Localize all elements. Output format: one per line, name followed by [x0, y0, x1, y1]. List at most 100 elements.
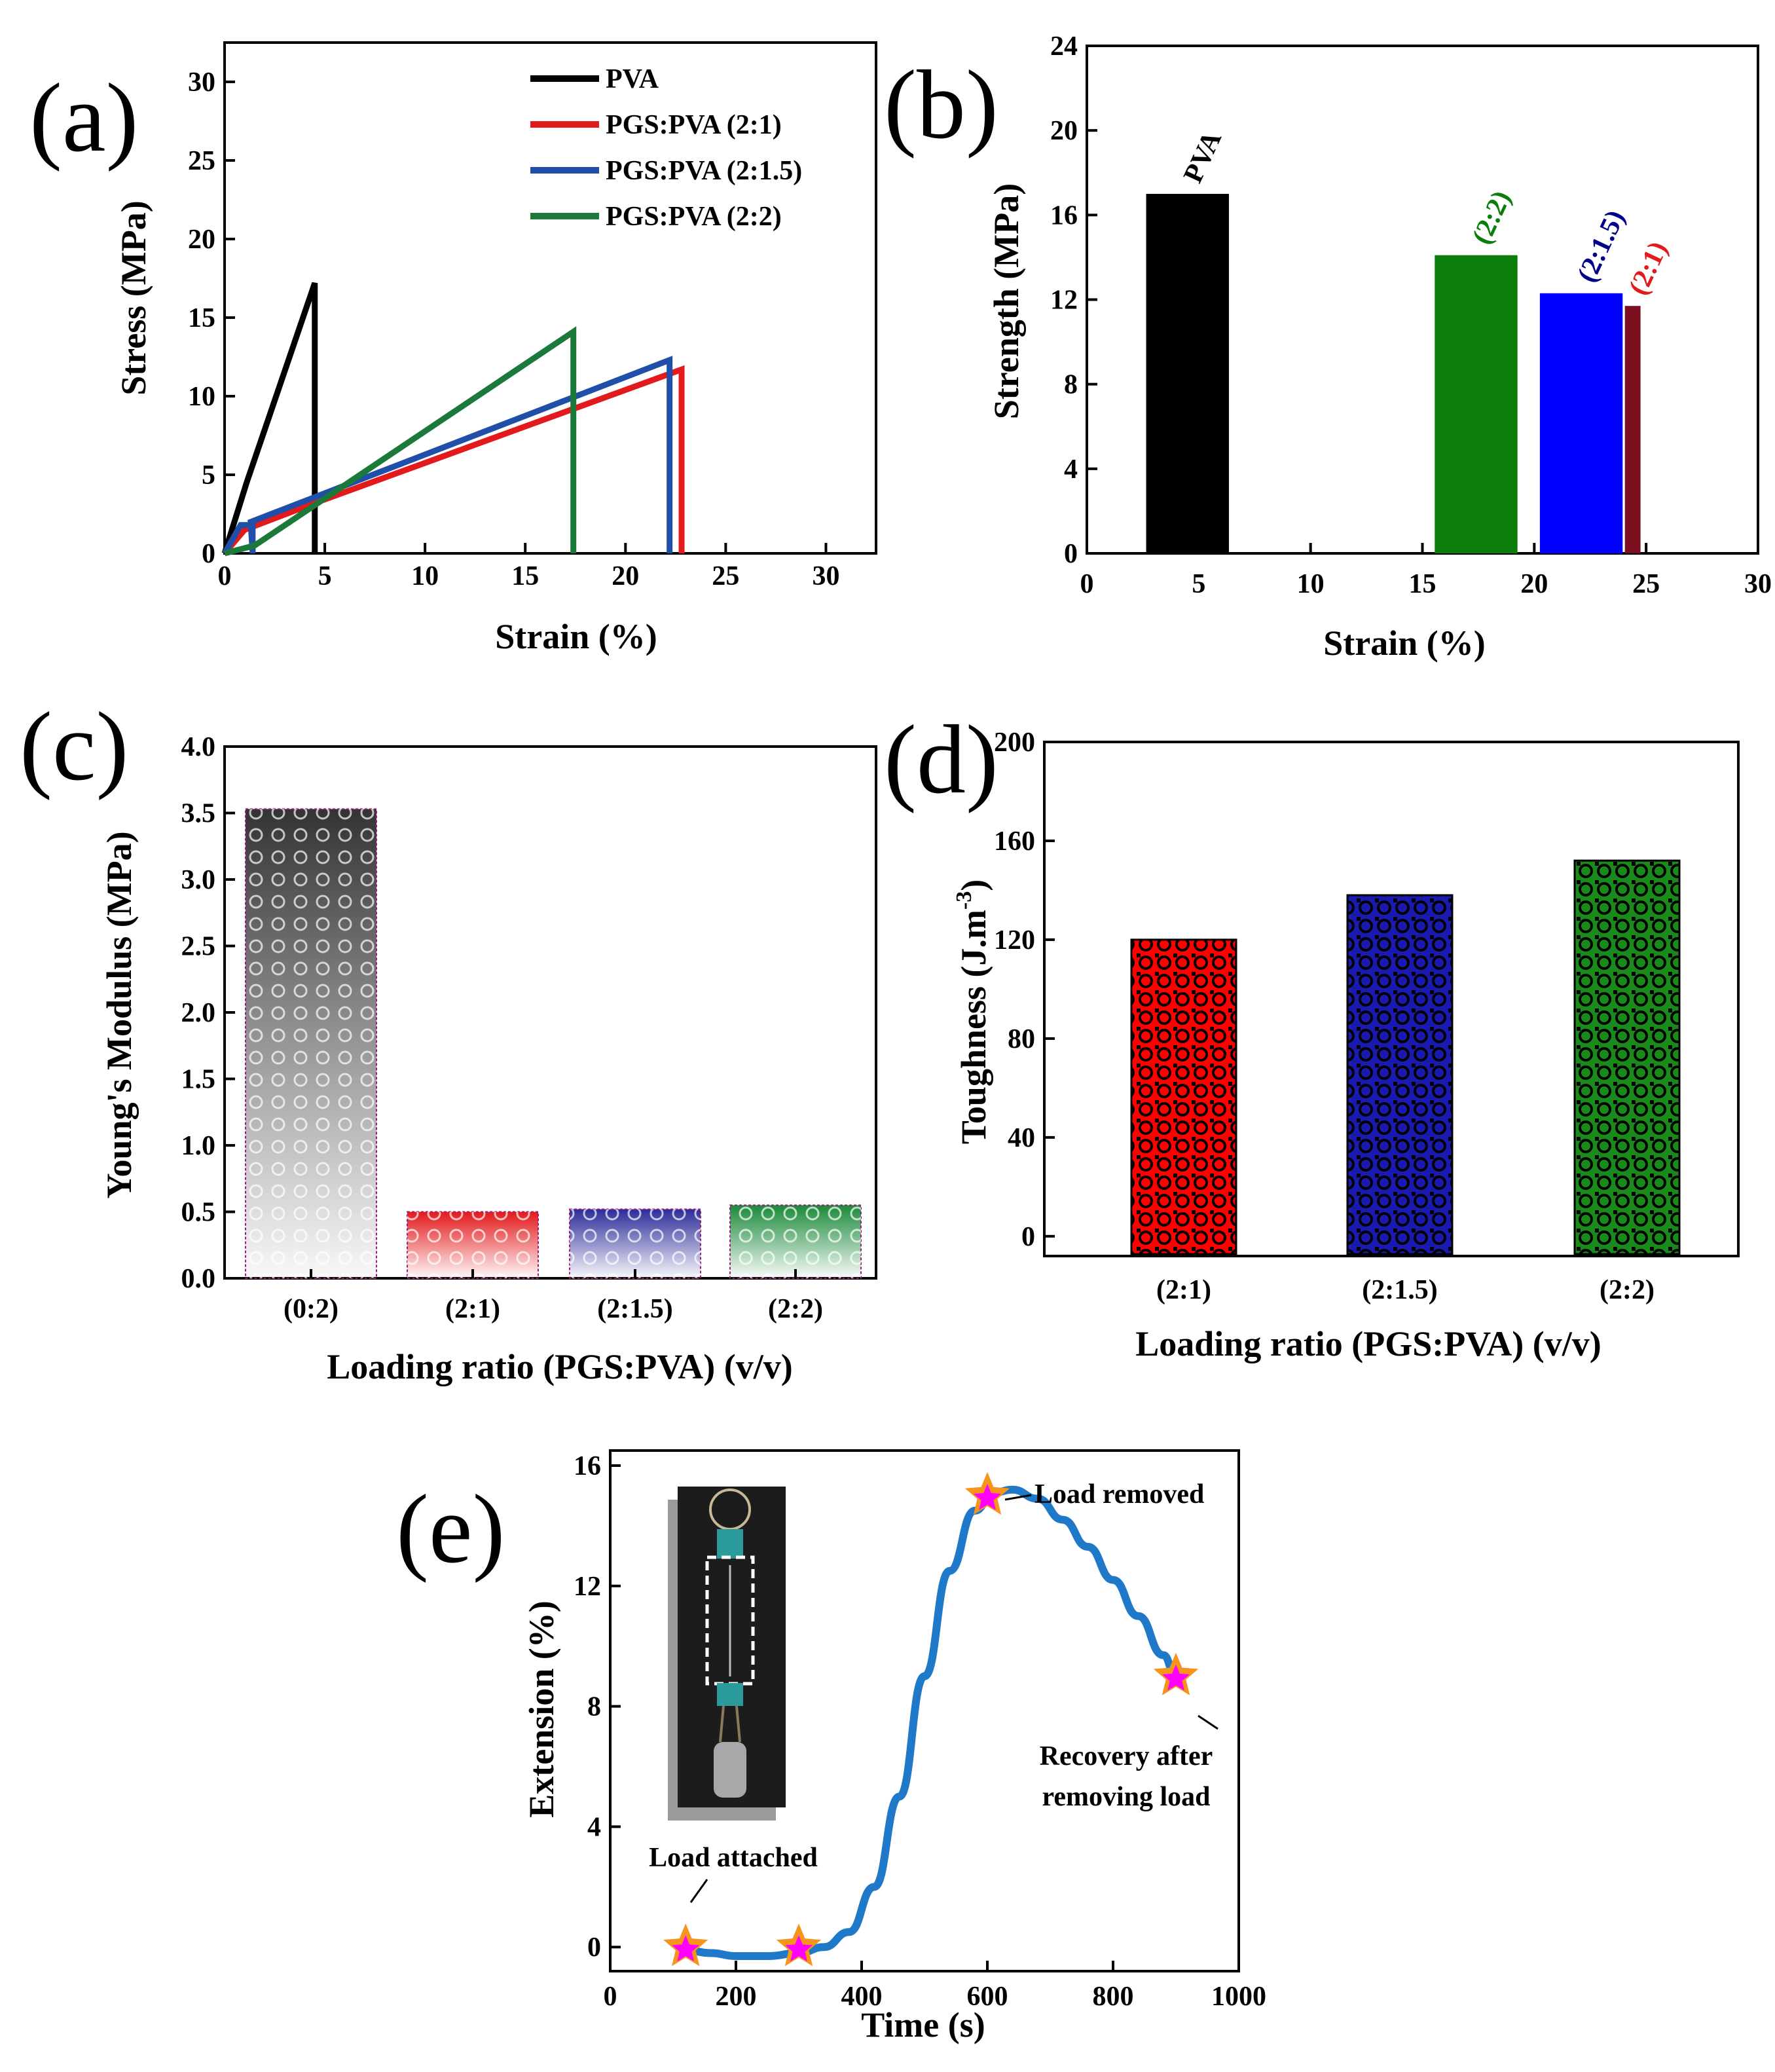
panel-b-xtick-label: 15 [1409, 569, 1436, 599]
panel-a-legend-label: PGS:PVA (2:1.5) [606, 156, 802, 186]
panel-a-series-line [222, 365, 685, 555]
panel-e-marker-star-inner [672, 1935, 700, 1961]
panel-e-xtick-label: 800 [1093, 1982, 1134, 2012]
panel-d-ytick-label: 200 [994, 728, 1035, 758]
panel-a-xtick-label: 30 [812, 561, 839, 591]
panel-e-inset-clip-top [717, 1529, 743, 1559]
panel-b-ytick-label: 16 [1050, 200, 1078, 231]
panel-a-xtick-label: 20 [612, 561, 639, 591]
panel-e-inset-weight [714, 1742, 746, 1798]
panel-c-chart: 0.0 0.5 1.0 1.5 2.0 2.5 3.0 3.5 4.0 Young's Modul… [100, 732, 877, 1386]
panel-c-xtick-label: (2:1.5) [597, 1294, 672, 1324]
panel-c-xlabel: Loading ratio (PGS:PVA) (v/v) [327, 1347, 793, 1386]
panel-c-bar-texture [730, 1205, 861, 1278]
panel-label-d: (d) [884, 705, 998, 814]
panel-e-ytick-label: 4 [587, 1812, 601, 1842]
panel-a-xtick-label: 0 [218, 561, 232, 591]
panel-e-ytick-label: 8 [587, 1692, 601, 1722]
panel-e-marker-star-inner [785, 1935, 813, 1961]
panel-d-ytick-label: 120 [994, 925, 1035, 955]
panel-e-marker-star-inner [1162, 1664, 1190, 1691]
panel-a-series-line [223, 326, 577, 557]
panel-a-series-line [222, 356, 673, 555]
panel-d-ytick-label: 40 [1008, 1123, 1035, 1153]
panel-d-xtick-label: (2:1.5) [1362, 1275, 1437, 1305]
panel-a-ytick-label: 30 [188, 67, 215, 98]
panel-e-annot-recovery-2: removing load [1042, 1782, 1210, 1812]
panel-c-ytick-label: 1.0 [181, 1131, 216, 1161]
panel-c-ytick-label: 1.5 [181, 1065, 216, 1095]
panel-d-xtick-label: (2:1) [1156, 1275, 1211, 1305]
panel-c-bar-texture [246, 809, 376, 1278]
panel-c-ytick-label: 2.0 [181, 998, 216, 1028]
panel-e-annot-load-attached: Load attached [649, 1843, 818, 1873]
panel-e-annot-arrow [689, 1879, 708, 1903]
panel-b-bar [1539, 293, 1623, 553]
panel-d-ytick-label: 160 [994, 826, 1035, 857]
panel-e-ytick-label: 16 [574, 1451, 601, 1481]
panel-e-annot-arrow [1004, 1494, 1032, 1501]
panel-c-xtick-label: (2:1) [445, 1294, 500, 1324]
panel-a-chart: 0 5 10 15 20 25 30 0 5 10 15 20 25 30 Stress (MPa) Stra… [114, 41, 877, 656]
panel-d-ytick-label: 0 [1021, 1222, 1035, 1252]
panel-a-series-line [221, 282, 318, 555]
panel-b-xlabel: Strain (%) [1323, 623, 1485, 663]
panel-b-xtick-label: 0 [1080, 569, 1094, 599]
panel-label-a: (a) [29, 64, 138, 172]
panel-c-ytick-label: 2.5 [181, 932, 216, 962]
panel-c-ytick-label: 3.0 [181, 865, 216, 895]
panel-b-bar-label: PVA [1178, 126, 1228, 187]
panel-e-xtick-label: 1000 [1211, 1982, 1266, 2012]
panel-b-bar [1624, 306, 1641, 553]
panel-b-ytick-label: 12 [1050, 286, 1078, 316]
panel-label-b: (b) [884, 50, 998, 159]
panel-c-xtick-label: (0:2) [284, 1294, 339, 1324]
panel-a-frame [223, 41, 877, 555]
panel-d-frame [1043, 741, 1740, 1257]
panel-e-marker-star-inner [974, 1483, 1001, 1510]
panel-d-xlabel: Loading ratio (PGS:PVA) (v/v) [1135, 1324, 1601, 1363]
panel-e-xtick-label: 0 [604, 1982, 617, 2012]
panel-a-ytick-label: 20 [188, 225, 215, 255]
panel-b-xtick-label: 10 [1297, 569, 1325, 599]
panel-c-ytick-label: 4.0 [181, 732, 216, 762]
panel-e-inset-chain [719, 1705, 725, 1743]
panel-b-bar [1146, 194, 1229, 554]
panel-c-ylabel: Young's Modulus (MPa) [100, 831, 139, 1198]
panel-e-ytick-label: 12 [574, 1572, 601, 1602]
panel-e-annot-load-removed: Load removed [1034, 1479, 1204, 1509]
panel-b-bar-label: (2:1.5) [1571, 206, 1630, 287]
panel-e-ylabel: Extension (%) [522, 1600, 561, 1818]
panel-d-ylabel-sup: -3 [952, 891, 976, 910]
panel-a-ytick-label: 0 [202, 539, 215, 569]
panel-b-xtick-label: 5 [1192, 569, 1205, 599]
panel-b-bar-label: (2:2) [1467, 186, 1517, 249]
panel-b-ytick-label: 20 [1050, 116, 1078, 146]
panel-e-inset-clip-bottom [717, 1683, 743, 1706]
panel-c-ytick-label: 3.5 [181, 799, 216, 829]
panel-c-xtick-label: (2:2) [768, 1294, 823, 1324]
panel-b-ytick-label: 0 [1064, 539, 1078, 569]
panel-c-ytick-label: 0.5 [181, 1198, 216, 1228]
panel-b-ytick-label: 4 [1064, 454, 1078, 485]
panel-e-annot-arrow [1198, 1714, 1218, 1730]
panel-a-xlabel: Strain (%) [495, 617, 657, 656]
panel-b-ytick-label: 8 [1064, 370, 1078, 400]
panel-b-ytick-label: 24 [1050, 31, 1078, 62]
panel-a-ytick-label: 25 [188, 146, 215, 176]
panel-b-bar [1435, 255, 1518, 553]
panel-b-bar-label: (2:1) [1623, 237, 1674, 300]
panel-c-ytick-label: 0.0 [181, 1264, 216, 1294]
panel-a-ylabel: Stress (MPa) [114, 200, 153, 395]
panel-a-xtick-label: 25 [712, 561, 739, 591]
panel-label-e: (e) [396, 1475, 505, 1583]
panel-d-bar [1346, 894, 1454, 1255]
panel-b-chart: 0 4 8 12 16 20 24 0 5 10 15 20 25 30 Strength (MPa) Str… [987, 31, 1772, 663]
panel-d-bar [1573, 859, 1681, 1255]
panel-d-xtick-label: (2:2) [1600, 1275, 1655, 1305]
panel-e-xtick-label: 200 [716, 1982, 757, 2012]
panel-d-ylabel: Toughness (J.m-3) [952, 879, 993, 1144]
panel-e-xlabel: Time (s) [861, 2005, 985, 2044]
panel-a-legend-label: PGS:PVA (2:2) [606, 202, 782, 232]
